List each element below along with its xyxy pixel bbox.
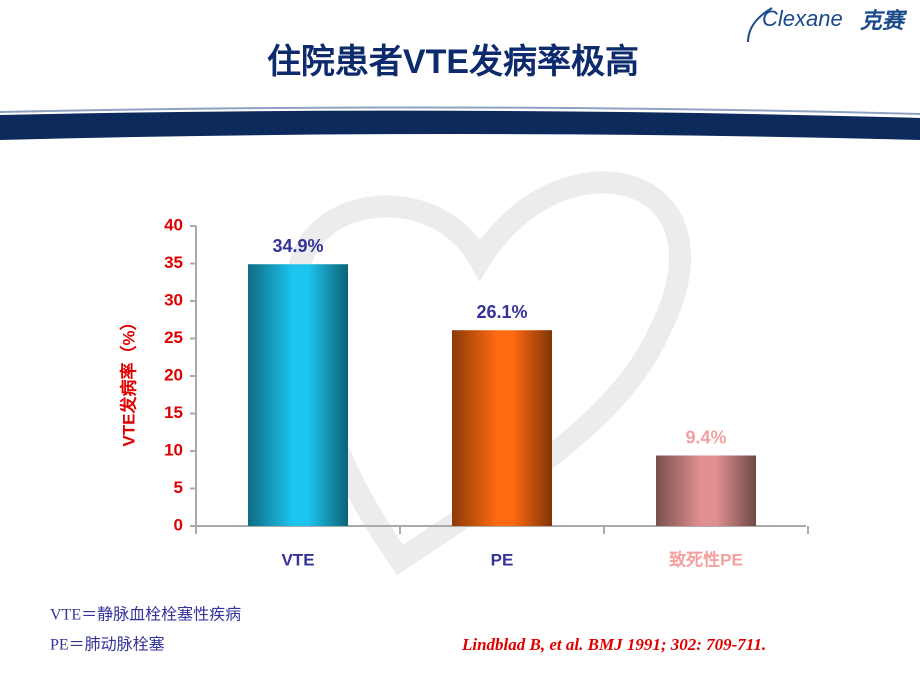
value-label: 9.4% bbox=[685, 427, 726, 447]
y-tick-label: 20 bbox=[164, 365, 183, 384]
logo-brand: Clexane bbox=[762, 6, 843, 31]
citation: Lindblad B, et al. BMJ 1991; 302: 709-71… bbox=[461, 635, 766, 654]
y-tick-label: 40 bbox=[164, 215, 183, 234]
y-tick-label: 0 bbox=[174, 515, 183, 534]
chart-title: 住院患者VTE发病率极高 bbox=[267, 42, 639, 81]
heart-watermark bbox=[287, 171, 692, 576]
header-line bbox=[0, 106, 920, 115]
x-tick-label: PE bbox=[491, 550, 514, 569]
y-tick-label: 25 bbox=[164, 328, 183, 347]
note: PE＝肺动脉栓塞 bbox=[50, 636, 165, 654]
value-label: 26.1% bbox=[476, 302, 527, 322]
value-label: 34.9% bbox=[272, 236, 323, 256]
x-tick-label: 致死性PE bbox=[669, 549, 743, 569]
y-tick-label: 10 bbox=[164, 440, 183, 459]
y-tick-label: 15 bbox=[164, 403, 183, 422]
y-tick-label: 30 bbox=[164, 290, 183, 309]
x-tick-label: VTE bbox=[281, 550, 314, 569]
logo-chinese: 克赛 bbox=[860, 8, 908, 33]
y-tick-label: 35 bbox=[164, 253, 183, 272]
bar-shade bbox=[248, 264, 348, 526]
bar-shade bbox=[656, 455, 756, 526]
y-axis-label: VTE发病率（%） bbox=[118, 313, 138, 446]
bar-shade bbox=[452, 330, 552, 526]
logo-swoosh bbox=[747, 7, 773, 43]
note: VTE＝静脉血栓栓塞性疾病 bbox=[50, 606, 241, 624]
y-tick-label: 5 bbox=[174, 478, 183, 497]
header-band bbox=[0, 110, 920, 140]
